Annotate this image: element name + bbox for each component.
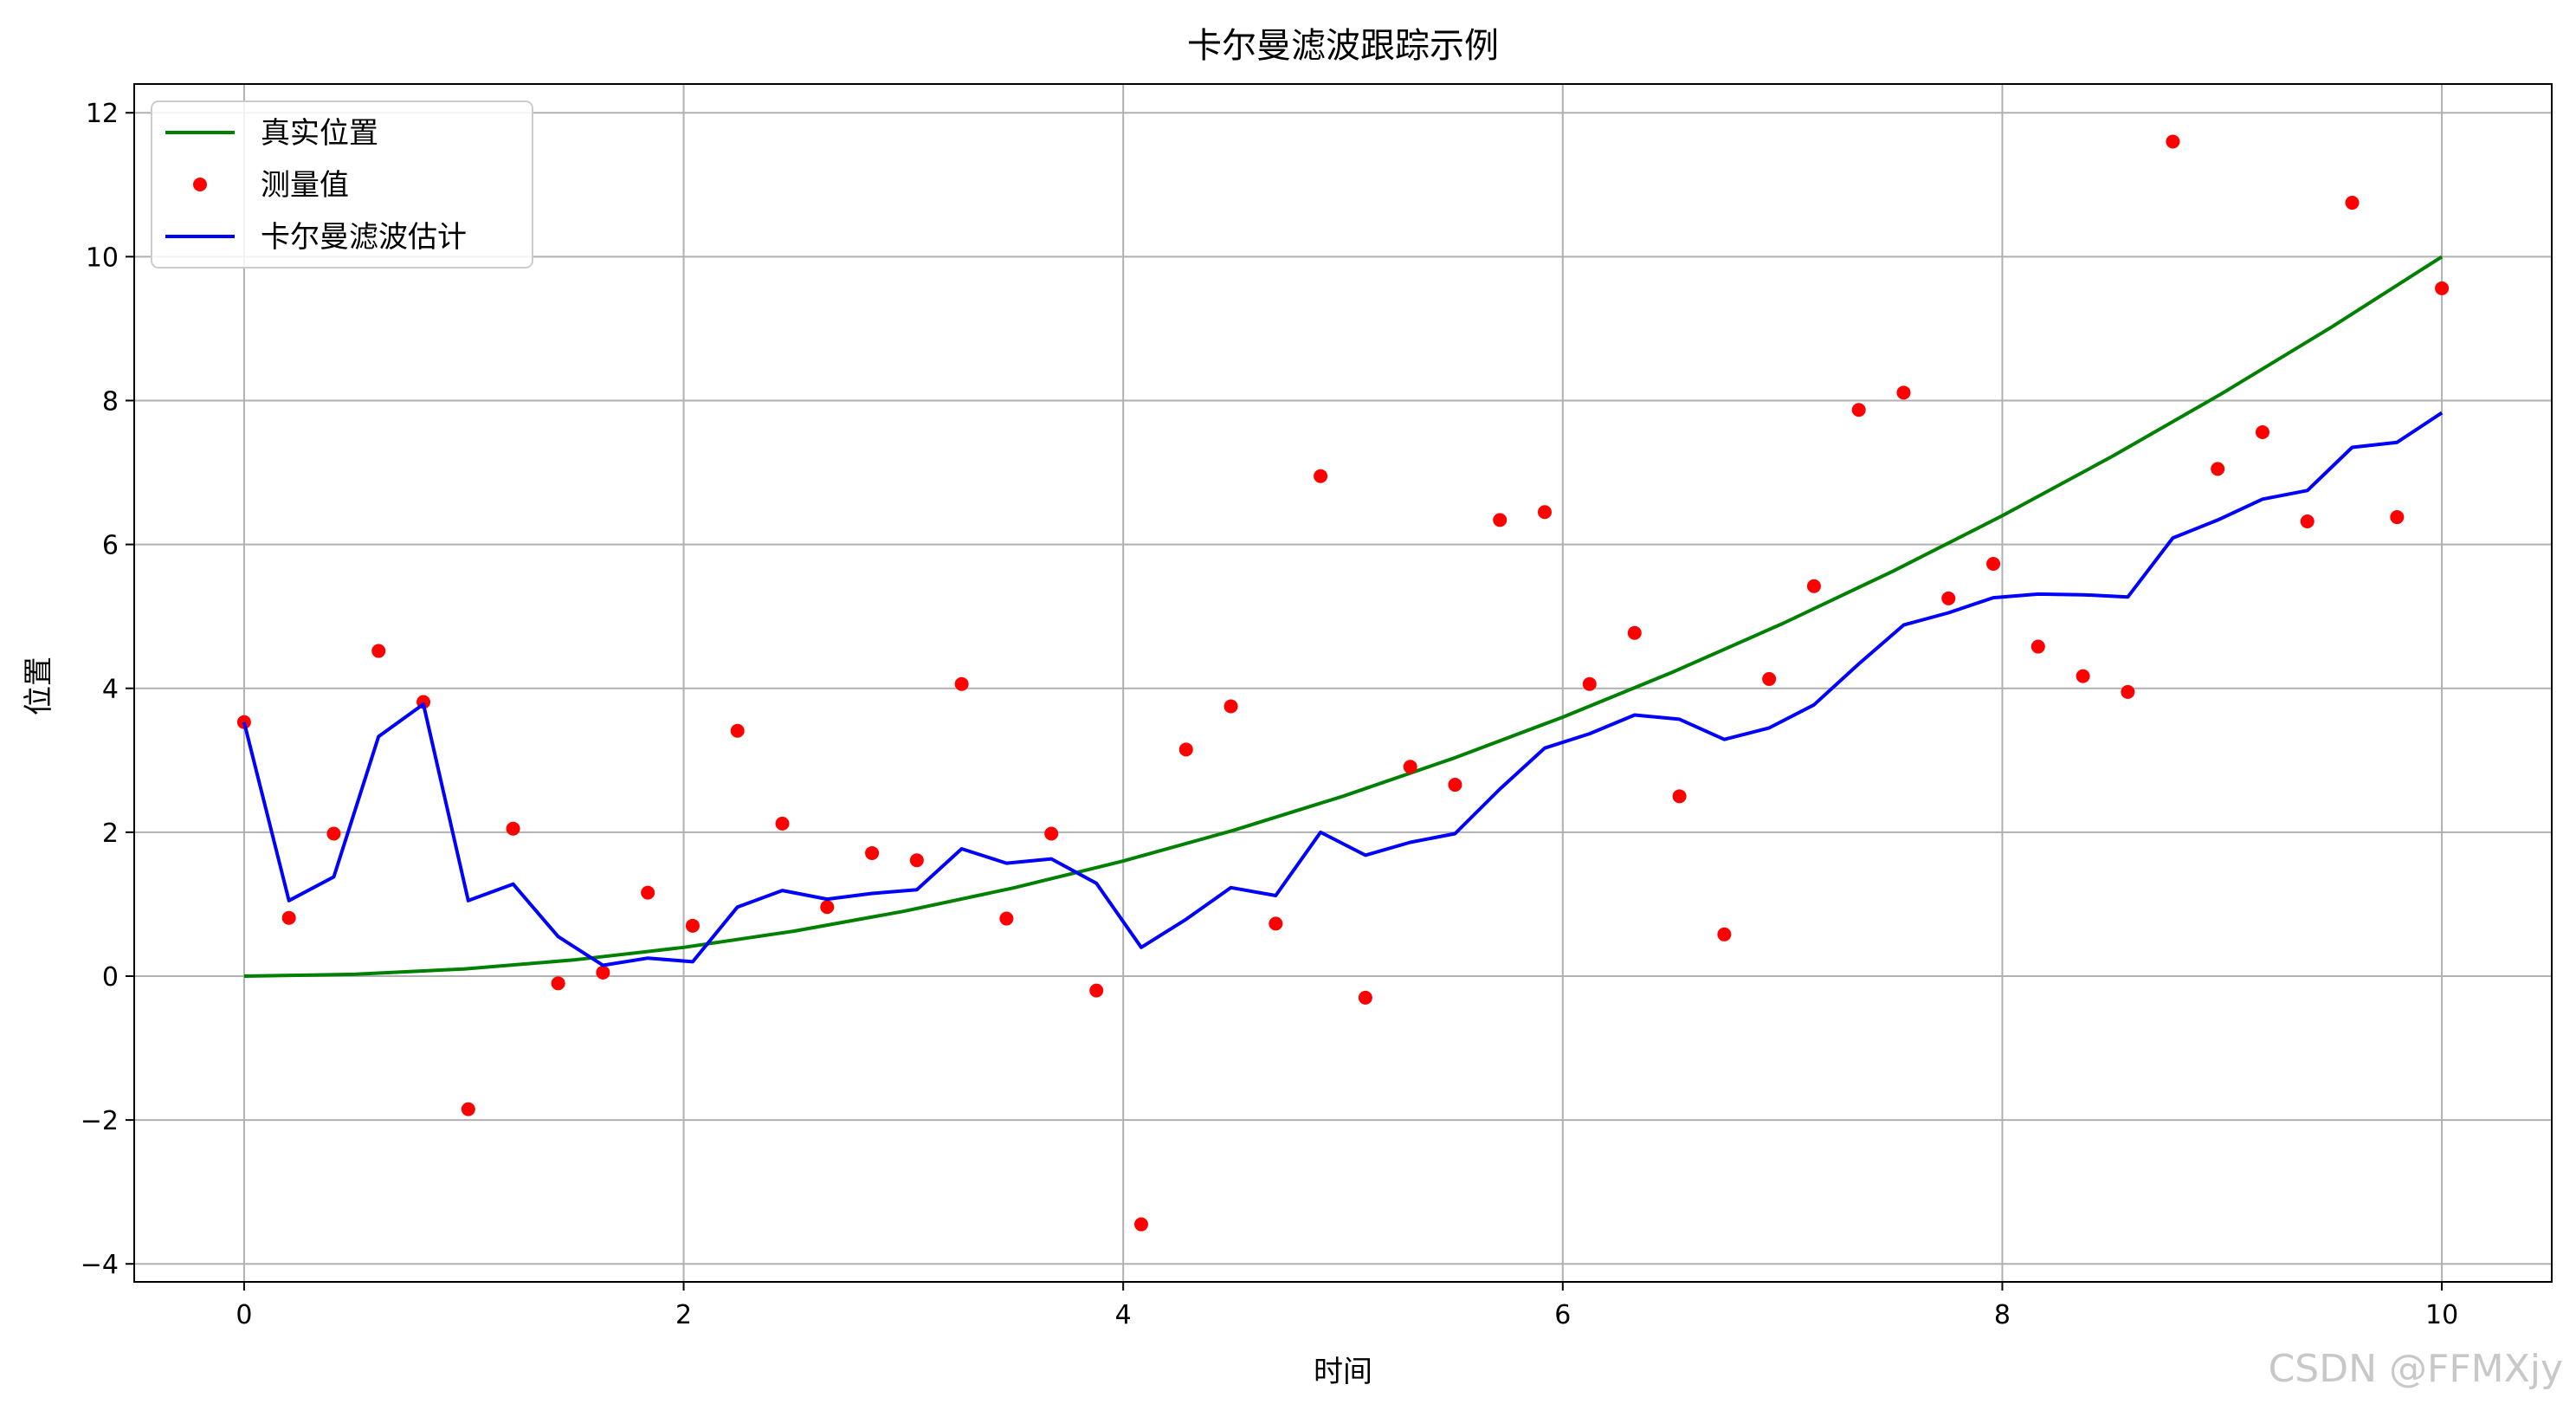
data-point: [326, 826, 341, 841]
data-point: [999, 911, 1014, 926]
x-tick-label: 10: [2425, 1300, 2458, 1330]
x-tick-label: 0: [236, 1300, 252, 1330]
data-point: [2211, 462, 2225, 476]
data-point: [2121, 684, 2135, 699]
data-point: [1672, 789, 1687, 804]
data-point: [461, 1102, 475, 1116]
data-point: [2030, 639, 2045, 654]
data-point: [1133, 1217, 1148, 1232]
legend-label: 测量值: [261, 168, 349, 203]
data-point: [1448, 778, 1462, 793]
plot-frame: [133, 83, 2553, 1283]
data-point: [909, 853, 924, 868]
data-point: [1986, 557, 2001, 572]
data-point: [820, 900, 835, 915]
legend-item: 卡尔曼滤波估计: [165, 220, 467, 255]
data-point: [1044, 826, 1059, 841]
y-axis-label: 位置: [22, 657, 56, 715]
legend-box: [151, 100, 533, 269]
x-tick-label: 4: [1115, 1300, 1132, 1330]
data-point: [865, 845, 880, 860]
y-tick-label: 6: [102, 531, 119, 561]
data-point: [1582, 676, 1597, 691]
y-tick-label: 2: [102, 818, 119, 849]
series-3: [242, 411, 2444, 967]
data-point: [1851, 403, 1866, 417]
data-point: [2255, 425, 2269, 440]
y-tick-label: 0: [102, 962, 119, 993]
data-point: [954, 676, 969, 691]
legend-item: 真实位置: [165, 116, 378, 151]
x-tick-label: 2: [675, 1300, 692, 1330]
data-point: [1538, 505, 1553, 520]
data-point: [371, 644, 386, 658]
legend-dot-swatch: [193, 178, 207, 191]
x-axis-label: 时间: [1314, 1355, 1372, 1389]
series-1: [243, 255, 2444, 978]
y-tick-label: 12: [86, 99, 119, 129]
data-point: [1403, 760, 1417, 774]
series-line: [243, 255, 2444, 978]
data-point: [1717, 927, 1732, 941]
legend-item: 测量值: [193, 168, 349, 203]
data-point: [1223, 699, 1238, 714]
series-line: [242, 411, 2444, 967]
data-point: [281, 910, 296, 925]
y-tick-label: −2: [81, 1106, 119, 1136]
data-point: [1627, 625, 1642, 640]
data-point: [551, 976, 565, 991]
data-point: [2300, 514, 2315, 529]
data-point: [1358, 990, 1372, 1005]
data-point: [1806, 579, 1821, 593]
data-point: [2390, 510, 2405, 525]
data-point: [1089, 983, 1104, 998]
data-point: [1178, 742, 1193, 757]
data-point: [685, 918, 700, 933]
data-point: [641, 885, 655, 900]
legend-label: 卡尔曼滤波估计: [261, 220, 467, 255]
series-layer: [236, 134, 2450, 1232]
data-point: [596, 965, 610, 980]
y-tick-label: 8: [102, 386, 119, 417]
y-tick-label: −4: [81, 1250, 119, 1280]
data-point: [2076, 669, 2090, 683]
x-tick-label: 8: [1994, 1300, 2011, 1330]
data-point: [1941, 591, 1956, 605]
chart-title: 卡尔曼滤波跟踪示例: [1187, 26, 1499, 66]
legend-label: 真实位置: [261, 116, 378, 151]
data-point: [506, 821, 520, 836]
tick-labels: 0 2 4 6 8 10 −4 −2 0 2 4 6 8 10 12: [81, 99, 2458, 1330]
data-point: [1493, 513, 1508, 527]
data-point: [2345, 196, 2360, 210]
watermark: CSDN @FFMXjy: [2269, 1347, 2563, 1391]
x-tick-label: 6: [1554, 1300, 1571, 1330]
axes: [126, 83, 2553, 1291]
data-point: [236, 715, 251, 729]
data-point: [1269, 916, 1283, 931]
data-point: [2166, 134, 2180, 149]
data-point: [1896, 385, 1911, 400]
y-tick-label: 10: [86, 243, 119, 273]
data-point: [730, 723, 745, 738]
y-tick-label: 4: [102, 675, 119, 705]
series-2: [236, 134, 2450, 1232]
data-point: [775, 816, 790, 831]
data-point: [2435, 281, 2450, 295]
data-point: [1314, 469, 1328, 483]
data-point: [1762, 671, 1777, 686]
